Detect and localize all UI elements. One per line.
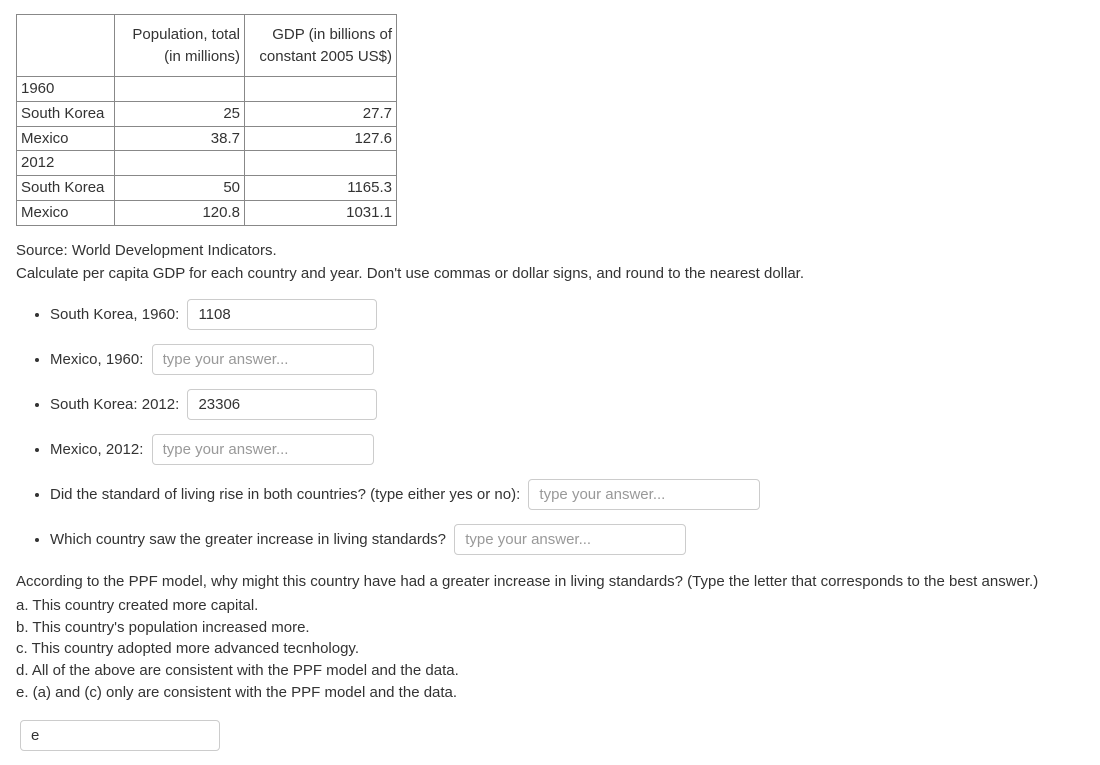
q5-input[interactable]: [528, 479, 760, 510]
table-row: South Korea 25 27.7: [17, 101, 397, 126]
cell-pop: 120.8: [115, 200, 245, 225]
q4-input[interactable]: [152, 434, 374, 465]
table-row: 1960: [17, 77, 397, 102]
cell-label: Mexico: [17, 126, 115, 151]
table-row: 2012: [17, 151, 397, 176]
cell-pop: [115, 151, 245, 176]
cell-label: 2012: [17, 151, 115, 176]
question-list: South Korea, 1960: Mexico, 1960: South K…: [16, 299, 1084, 555]
options-list: a. This country created more capital. b.…: [16, 595, 1084, 704]
cell-label: South Korea: [17, 101, 115, 126]
cell-pop: 50: [115, 176, 245, 201]
cell-gdp: 1165.3: [245, 176, 397, 201]
list-item: Mexico, 2012:: [50, 434, 1084, 465]
cell-gdp: [245, 151, 397, 176]
cell-label: Mexico: [17, 200, 115, 225]
option-c: c. This country adopted more advanced te…: [16, 638, 1084, 660]
q3-label: South Korea: 2012:: [50, 396, 179, 413]
table-row: Mexico 120.8 1031.1: [17, 200, 397, 225]
table-row: South Korea 50 1165.3: [17, 176, 397, 201]
option-d: d. All of the above are consistent with …: [16, 660, 1084, 682]
prompt-text: Calculate per capita GDP for each countr…: [16, 263, 1084, 285]
cell-gdp: 1031.1: [245, 200, 397, 225]
cell-gdp: 27.7: [245, 101, 397, 126]
q1-label: South Korea, 1960:: [50, 306, 179, 323]
table-header-population: Population, total (in millions): [115, 15, 245, 77]
q2-input[interactable]: [152, 344, 374, 375]
option-e: e. (a) and (c) only are consistent with …: [16, 682, 1084, 704]
list-item: South Korea, 1960:: [50, 299, 1084, 330]
cell-gdp: [245, 77, 397, 102]
cell-pop: 25: [115, 101, 245, 126]
list-item: Did the standard of living rise in both …: [50, 479, 1084, 510]
q6-input[interactable]: [454, 524, 686, 555]
final-answer-input[interactable]: [20, 720, 220, 751]
data-table: Population, total (in millions) GDP (in …: [16, 14, 397, 226]
q3-input[interactable]: [187, 389, 377, 420]
table-header-gdp: GDP (in billions of constant 2005 US$): [245, 15, 397, 77]
source-text: Source: World Development Indicators.: [16, 240, 1084, 262]
cell-gdp: 127.6: [245, 126, 397, 151]
q6-label: Which country saw the greater increase i…: [50, 531, 446, 548]
q5-label: Did the standard of living rise in both …: [50, 486, 520, 503]
list-item: South Korea: 2012:: [50, 389, 1084, 420]
q4-label: Mexico, 2012:: [50, 441, 143, 458]
cell-pop: 38.7: [115, 126, 245, 151]
cell-label: South Korea: [17, 176, 115, 201]
cell-pop: [115, 77, 245, 102]
cell-label: 1960: [17, 77, 115, 102]
option-a: a. This country created more capital.: [16, 595, 1084, 617]
list-item: Which country saw the greater increase i…: [50, 524, 1084, 555]
list-item: Mexico, 1960:: [50, 344, 1084, 375]
option-b: b. This country's population increased m…: [16, 617, 1084, 639]
table-header-blank: [17, 15, 115, 77]
q2-label: Mexico, 1960:: [50, 351, 143, 368]
q1-input[interactable]: [187, 299, 377, 330]
ppf-question: According to the PPF model, why might th…: [16, 571, 1084, 593]
table-row: Mexico 38.7 127.6: [17, 126, 397, 151]
